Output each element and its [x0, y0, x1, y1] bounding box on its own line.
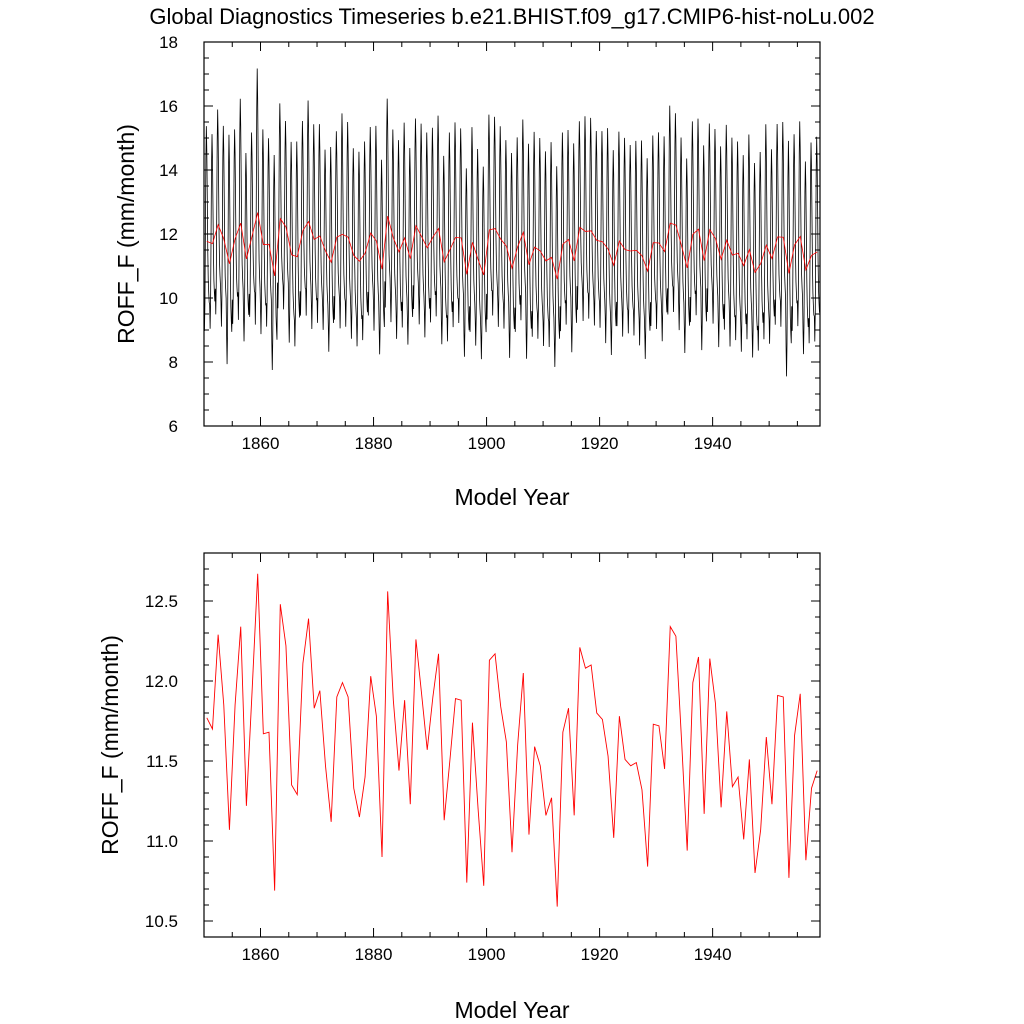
figure-title: Global Diagnostics Timeseries b.e21.BHIS… — [149, 4, 874, 29]
chart-top-series-annual-mean — [206, 212, 818, 280]
chart-top-y-tick-label: 14 — [159, 161, 178, 180]
chart-top-x-tick-label: 1920 — [581, 434, 619, 453]
chart-bottom-y-tick-label: 11.0 — [146, 832, 178, 851]
chart-bottom-frame — [203, 552, 821, 938]
chart-top-y-tick-label: 6 — [169, 417, 178, 436]
chart-top-y-tick-label: 8 — [169, 353, 178, 372]
chart-bottom-x-axis-label: Model Year — [454, 997, 569, 1023]
chart-top-x-tick-label: 1940 — [694, 434, 732, 453]
chart-bottom-y-tick-label: 12.0 — [145, 672, 178, 691]
chart-top-y-tick-label: 18 — [159, 33, 178, 52]
chart-top-ticks: 1860 1880 1900 1920 1940 6 8 10 12 14 16 18 — [159, 33, 820, 453]
chart-bottom: 1860 1880 1900 1920 1940 10.5 11.0 11.5 12.0 12.5… — [97, 552, 821, 1023]
chart-bottom-y-tick-label: 11.5 — [146, 752, 178, 771]
chart-top-x-tick-label: 1880 — [355, 434, 393, 453]
chart-top-x-tick-label: 1860 — [242, 434, 280, 453]
chart-bottom-plot — [206, 573, 818, 907]
chart-bottom-x-tick-label: 1860 — [242, 945, 280, 964]
chart-bottom-x-tick-label: 1940 — [694, 945, 732, 964]
chart-bottom-y-tick-label: 12.5 — [145, 592, 178, 611]
chart-top-x-axis-label: Model Year — [454, 484, 569, 510]
chart-top-plot — [203, 68, 820, 377]
chart-bottom-series-annual-mean — [206, 573, 818, 907]
chart-bottom-ticks: 1860 1880 1900 1920 1940 10.5 11.0 11.5 12.0 12.5 — [145, 552, 820, 964]
chart-bottom-y-axis-label: ROFF_F (mm/month) — [97, 635, 123, 855]
chart-top-series-monthly — [203, 68, 820, 377]
chart-top-y-axis-label: ROFF_F (mm/month) — [113, 124, 139, 344]
chart-top-y-tick-label: 16 — [159, 97, 178, 116]
chart-top-y-tick-label: 12 — [159, 225, 178, 244]
chart-top-y-tick-label: 10 — [159, 289, 178, 308]
chart-bottom-y-tick-label: 10.5 — [145, 912, 178, 931]
chart-top-x-tick-label: 1900 — [468, 434, 506, 453]
chart-bottom-x-tick-label: 1900 — [468, 945, 506, 964]
chart-top: 1860 1880 1900 1920 1940 6 8 10 12 14 16 18 Model Y… — [113, 33, 821, 510]
chart-bottom-x-tick-label: 1880 — [355, 945, 393, 964]
chart-bottom-x-tick-label: 1920 — [581, 945, 619, 964]
